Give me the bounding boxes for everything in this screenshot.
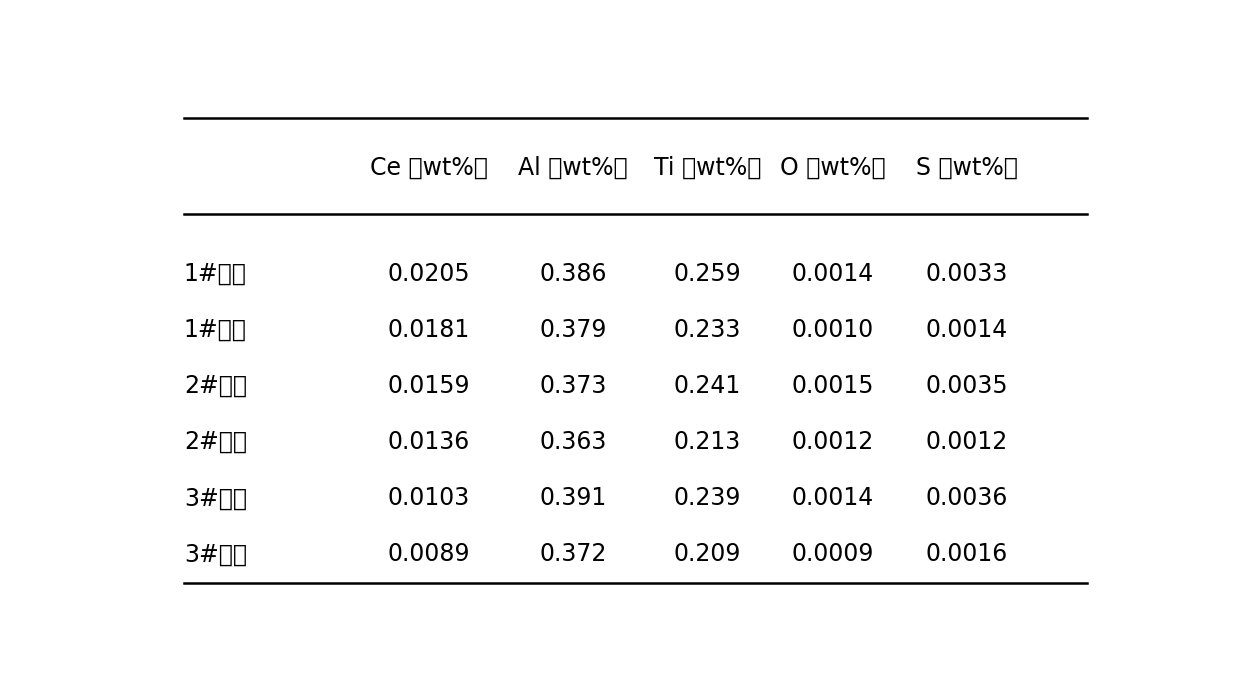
Text: 0.0010: 0.0010 [791, 318, 874, 342]
Text: 0.0033: 0.0033 [926, 262, 1008, 286]
Text: 0.239: 0.239 [673, 486, 742, 511]
Text: Ti （wt%）: Ti （wt%） [653, 155, 761, 180]
Text: 3#电极: 3#电极 [184, 486, 247, 511]
Text: 0.0089: 0.0089 [388, 542, 470, 567]
Text: 0.0009: 0.0009 [791, 542, 874, 567]
Text: 0.0014: 0.0014 [791, 262, 874, 286]
Text: Ce （wt%）: Ce （wt%） [370, 155, 487, 180]
Text: Al （wt%）: Al （wt%） [518, 155, 627, 180]
Text: 0.0181: 0.0181 [388, 318, 470, 342]
Text: 3#铸锭: 3#铸锭 [184, 542, 247, 567]
Text: 2#铸锭: 2#铸锭 [184, 431, 247, 454]
Text: 0.0014: 0.0014 [791, 486, 874, 511]
Text: 0.0012: 0.0012 [926, 431, 1008, 454]
Text: 0.0205: 0.0205 [388, 262, 470, 286]
Text: 2#电极: 2#电极 [184, 374, 247, 398]
Text: 1#铸锭: 1#铸锭 [184, 318, 247, 342]
Text: 0.259: 0.259 [673, 262, 742, 286]
Text: 0.386: 0.386 [539, 262, 606, 286]
Text: 0.0036: 0.0036 [926, 486, 1008, 511]
Text: 0.0015: 0.0015 [791, 374, 874, 398]
Text: 0.0035: 0.0035 [926, 374, 1008, 398]
Text: 0.379: 0.379 [539, 318, 606, 342]
Text: 0.373: 0.373 [539, 374, 606, 398]
Text: 0.0136: 0.0136 [388, 431, 470, 454]
Text: S （wt%）: S （wt%） [916, 155, 1018, 180]
Text: 0.233: 0.233 [673, 318, 742, 342]
Text: O （wt%）: O （wt%） [780, 155, 885, 180]
Text: 0.209: 0.209 [673, 542, 742, 567]
Text: 0.241: 0.241 [675, 374, 742, 398]
Text: 0.372: 0.372 [539, 542, 606, 567]
Text: 0.0159: 0.0159 [388, 374, 470, 398]
Text: 0.213: 0.213 [675, 431, 742, 454]
Text: 0.391: 0.391 [539, 486, 606, 511]
Text: 0.363: 0.363 [539, 431, 606, 454]
Text: 0.0014: 0.0014 [926, 318, 1008, 342]
Text: 0.0012: 0.0012 [791, 431, 874, 454]
Text: 0.0016: 0.0016 [926, 542, 1008, 567]
Text: 0.0103: 0.0103 [388, 486, 470, 511]
Text: 1#电极: 1#电极 [184, 262, 247, 286]
